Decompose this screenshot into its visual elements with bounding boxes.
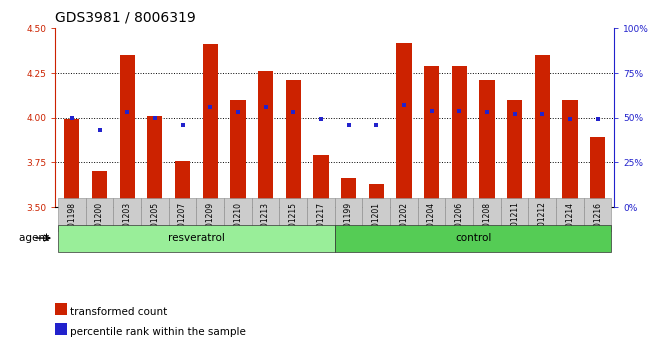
Text: GSM801200: GSM801200	[95, 202, 104, 248]
Bar	[507, 100, 522, 207]
Bar	[363, 198, 390, 232]
Point	[510, 111, 520, 117]
Text: GSM801206: GSM801206	[455, 202, 464, 248]
Text: GDS3981 / 8006319: GDS3981 / 8006319	[55, 11, 196, 25]
Text: GSM801213: GSM801213	[261, 202, 270, 247]
Bar	[590, 137, 605, 207]
Point	[343, 122, 354, 128]
Point	[67, 115, 77, 121]
Bar	[562, 100, 578, 207]
Text: GSM801210: GSM801210	[233, 202, 242, 247]
Bar	[64, 120, 79, 207]
Bar	[230, 100, 246, 207]
Text: GSM801216: GSM801216	[593, 202, 602, 247]
Bar	[148, 116, 162, 207]
Bar	[335, 198, 363, 232]
Bar	[120, 55, 135, 207]
Point	[150, 115, 160, 121]
Bar	[58, 198, 86, 232]
Bar	[203, 44, 218, 207]
Text: GSM801214: GSM801214	[566, 202, 575, 247]
Point	[371, 122, 382, 128]
Text: resveratrol: resveratrol	[168, 233, 225, 243]
Point	[398, 102, 409, 108]
Bar	[479, 80, 495, 207]
Point	[261, 104, 271, 110]
Bar	[307, 198, 335, 232]
Text: GSM801204: GSM801204	[427, 202, 436, 248]
Bar	[445, 198, 473, 232]
Bar	[369, 184, 384, 207]
Point	[537, 111, 547, 117]
Point	[592, 117, 603, 122]
Text: GSM801217: GSM801217	[317, 202, 326, 247]
Point	[233, 109, 243, 115]
Point	[426, 108, 437, 113]
Bar	[341, 178, 356, 207]
Bar	[424, 66, 439, 207]
Text: GSM801215: GSM801215	[289, 202, 298, 247]
Bar	[224, 198, 252, 232]
Bar	[196, 198, 224, 232]
Point	[316, 117, 326, 122]
Text: GSM801207: GSM801207	[178, 202, 187, 248]
Bar	[252, 198, 280, 232]
Text: GSM801211: GSM801211	[510, 202, 519, 247]
Text: percentile rank within the sample: percentile rank within the sample	[70, 327, 246, 337]
Bar	[169, 198, 196, 232]
Bar	[313, 155, 328, 207]
Text: transformed count: transformed count	[70, 307, 167, 317]
Point	[122, 109, 133, 115]
Bar	[280, 198, 307, 232]
Text: control: control	[455, 233, 491, 243]
Point	[565, 117, 575, 122]
Bar	[418, 198, 445, 232]
Bar	[396, 42, 411, 207]
Bar	[390, 198, 418, 232]
Bar	[86, 198, 113, 232]
Point	[288, 109, 298, 115]
Bar	[92, 171, 107, 207]
Bar	[584, 198, 612, 232]
Text: GSM801199: GSM801199	[344, 202, 353, 248]
Bar	[58, 224, 335, 252]
Text: GSM801212: GSM801212	[538, 202, 547, 247]
Point	[94, 127, 105, 133]
Point	[482, 109, 492, 115]
Text: GSM801203: GSM801203	[123, 202, 132, 248]
Text: GSM801209: GSM801209	[205, 202, 214, 248]
Bar	[452, 66, 467, 207]
Bar	[285, 80, 301, 207]
Text: agent: agent	[19, 233, 52, 243]
Text: GSM801198: GSM801198	[68, 202, 76, 247]
Bar	[113, 198, 141, 232]
Bar	[175, 161, 190, 207]
Bar	[473, 198, 500, 232]
Bar	[556, 198, 584, 232]
Text: GSM801208: GSM801208	[482, 202, 491, 247]
Point	[205, 104, 215, 110]
Bar	[141, 198, 169, 232]
Bar	[335, 224, 612, 252]
Bar	[258, 71, 273, 207]
Bar	[500, 198, 528, 232]
Text: GSM801205: GSM801205	[150, 202, 159, 248]
Bar	[535, 55, 550, 207]
Text: GSM801201: GSM801201	[372, 202, 381, 247]
Point	[454, 108, 465, 113]
Point	[177, 122, 188, 128]
Text: GSM801202: GSM801202	[400, 202, 408, 247]
Bar	[528, 198, 556, 232]
